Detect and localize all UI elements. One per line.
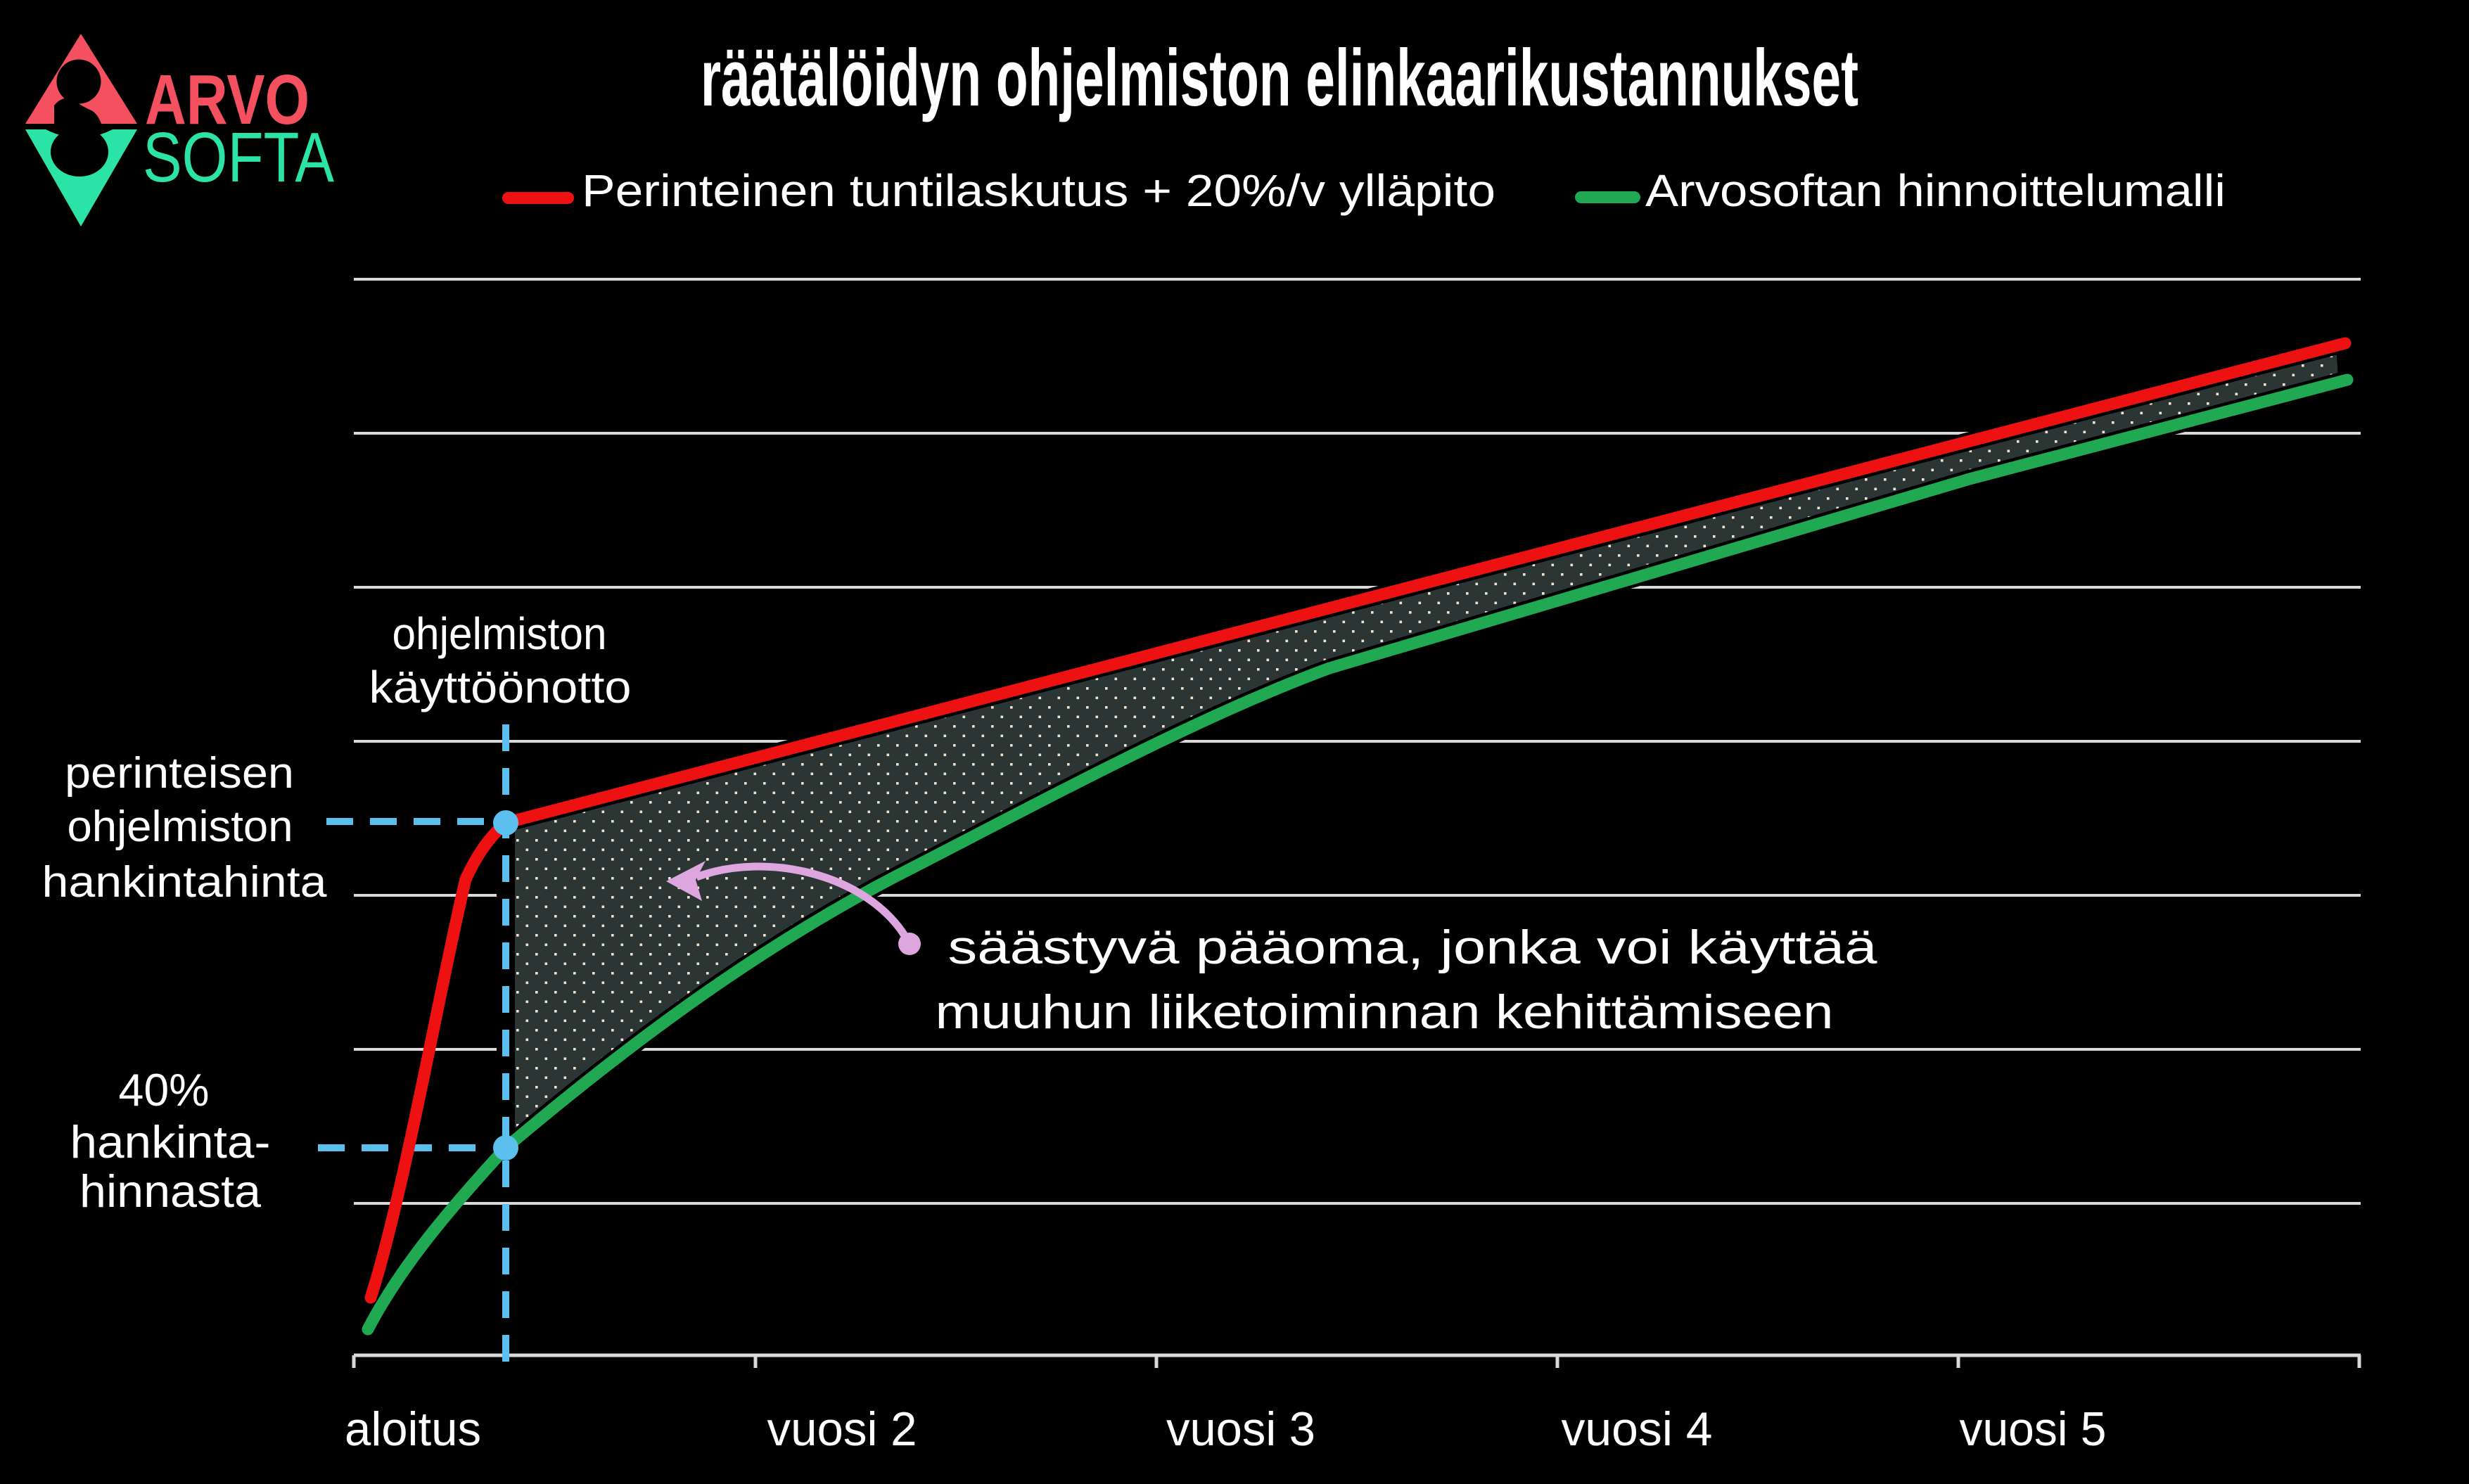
svg-text:muuhun liiketoiminnan kehittäm: muuhun liiketoiminnan kehittämiseen (936, 985, 1834, 1039)
svg-text:Perinteinen tuntilaskutus + 20: Perinteinen tuntilaskutus + 20%/v ylläpi… (582, 165, 1495, 216)
svg-text:40%: 40% (119, 1064, 210, 1115)
svg-text:aloitus: aloitus (345, 1402, 481, 1456)
svg-text:vuosi 4: vuosi 4 (1562, 1402, 1713, 1456)
svg-text:SOFTA: SOFTA (143, 118, 334, 197)
svg-text:vuosi 2: vuosi 2 (767, 1402, 917, 1456)
svg-text:hankinta-: hankinta- (70, 1116, 271, 1168)
svg-text:perinteisen: perinteisen (65, 749, 294, 798)
svg-text:hankintahinta: hankintahinta (42, 858, 328, 907)
svg-text:räätälöidyn ohjelmiston elinka: räätälöidyn ohjelmiston elinkaarikustann… (701, 34, 1858, 123)
svg-text:vuosi 5: vuosi 5 (1960, 1402, 2107, 1456)
svg-text:Arvosoftan hinnoittelumalli: Arvosoftan hinnoittelumalli (1645, 165, 2226, 216)
svg-text:vuosi 3: vuosi 3 (1166, 1402, 1315, 1456)
svg-text:käyttöönotto: käyttöönotto (369, 662, 632, 712)
svg-text:ARVO: ARVO (145, 60, 310, 139)
svg-text:säästyvä pääoma, jonka voi käy: säästyvä pääoma, jonka voi käyttää (948, 921, 1877, 974)
svg-text:ohjelmiston: ohjelmiston (68, 802, 293, 851)
svg-text:ohjelmiston: ohjelmiston (393, 608, 607, 659)
svg-text:hinnasta: hinnasta (79, 1165, 262, 1217)
